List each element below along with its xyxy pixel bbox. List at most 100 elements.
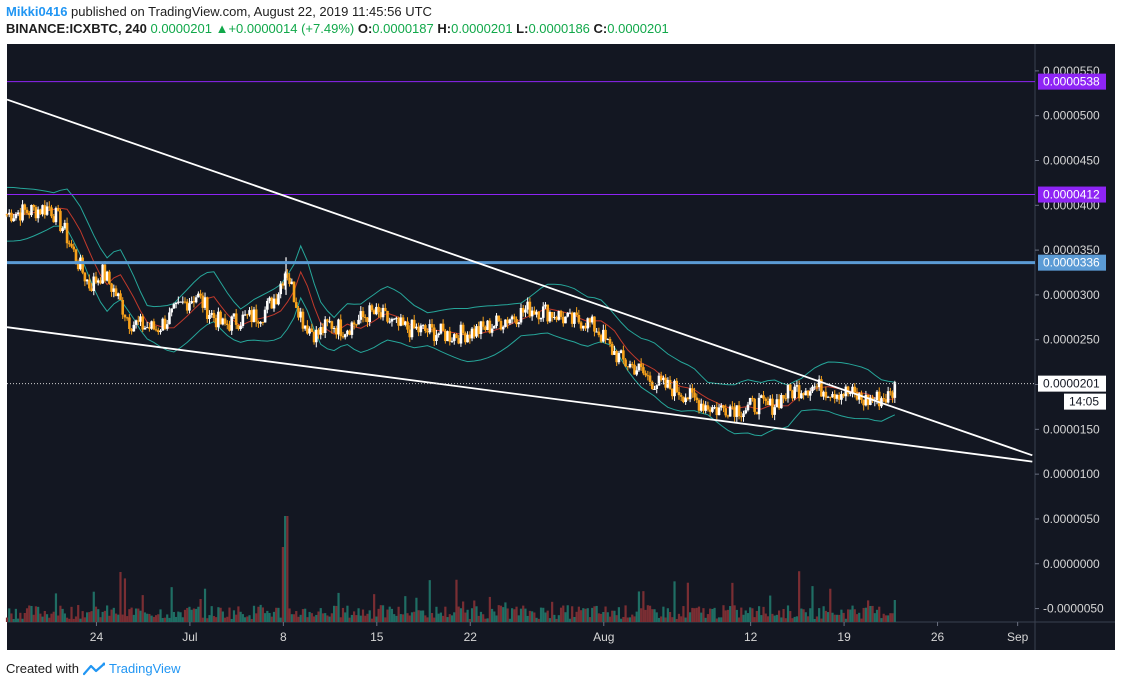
candle-body	[555, 316, 558, 320]
volume-bar	[515, 606, 518, 622]
volume-bar	[344, 612, 347, 622]
candle-body	[208, 315, 211, 319]
candle-body	[475, 326, 478, 337]
candle-body	[893, 382, 897, 398]
candle-body	[61, 228, 64, 232]
candle-body	[36, 209, 40, 219]
volume-bar	[482, 614, 485, 622]
candle-body	[266, 300, 269, 310]
candle-body	[561, 316, 565, 324]
volume-bar	[435, 606, 438, 622]
candle-body	[435, 335, 438, 342]
candle-body	[246, 314, 249, 316]
level-price-tag	[1038, 254, 1106, 271]
candle-body	[210, 312, 214, 316]
candle-body	[457, 338, 460, 344]
volume-bar	[626, 617, 629, 622]
price-chart[interactable]: 0.00005500.00005000.00004500.00004000.00…	[0, 40, 1122, 653]
candle-body	[492, 326, 496, 329]
candle-body	[121, 299, 125, 315]
candle-body	[582, 325, 585, 329]
volume-bar	[571, 606, 574, 622]
volume-bar	[564, 612, 567, 622]
candle-body	[21, 204, 24, 221]
volume-bar	[508, 618, 511, 622]
candle-body	[25, 209, 29, 213]
volume-bar	[497, 605, 500, 622]
volume-bar	[279, 617, 282, 622]
candle-body	[357, 319, 360, 325]
author-link[interactable]: Mikki0416	[6, 4, 68, 19]
volume-bar	[484, 618, 487, 622]
candle-body	[735, 405, 739, 417]
volume-bar	[655, 612, 658, 622]
candle-body	[846, 386, 850, 394]
candle-body	[348, 330, 351, 335]
volume-bar	[54, 593, 58, 622]
volume-bar	[166, 614, 169, 622]
level-price-tag	[1038, 73, 1106, 90]
candle-body	[190, 301, 193, 304]
volume-bar	[330, 613, 333, 622]
volume-bar	[406, 613, 409, 622]
volume-bar	[704, 617, 707, 622]
volume-bar	[519, 608, 523, 622]
volume-bar	[232, 610, 236, 622]
candle-body	[283, 273, 287, 286]
tradingview-brand-link[interactable]: TradingView	[108, 661, 181, 676]
volume-bar	[588, 617, 592, 622]
volume-bar	[613, 610, 616, 622]
volume-bar	[223, 617, 227, 622]
candle-body	[557, 311, 561, 320]
volume-bar	[397, 606, 400, 622]
candle-body	[139, 316, 142, 322]
volume-bar	[611, 610, 614, 622]
volume-bar	[466, 609, 469, 622]
volume-bar	[855, 614, 859, 622]
volume-bar	[268, 612, 271, 622]
candle-body	[56, 208, 60, 211]
candle-body	[154, 329, 158, 331]
candle-body	[426, 330, 429, 333]
candle-body	[822, 391, 825, 397]
candle-body	[862, 399, 865, 406]
up-arrow-icon: ▲	[215, 21, 229, 36]
volume-bar	[264, 613, 267, 622]
candle-body	[739, 416, 743, 418]
candle-body	[281, 283, 285, 286]
volume-bar	[339, 617, 342, 622]
volume-bar	[350, 614, 353, 622]
candle-body	[254, 309, 258, 322]
volume-bar	[48, 617, 51, 622]
candle-body	[424, 325, 427, 331]
volume-bar	[195, 608, 198, 622]
trendline	[6, 98, 1033, 457]
candle-body	[695, 397, 699, 401]
candle-body	[608, 339, 612, 344]
volume-bar	[377, 608, 380, 622]
candle-body	[165, 324, 169, 329]
candle-body	[110, 283, 113, 292]
candle-body	[726, 415, 730, 417]
candle-body	[234, 313, 238, 325]
volume-bar	[735, 609, 738, 622]
candle-body	[368, 305, 371, 323]
candle-body	[595, 331, 598, 333]
volume-bar	[829, 588, 832, 622]
candle-body	[466, 334, 469, 343]
candle-body	[201, 295, 205, 308]
volume-bar	[250, 618, 253, 622]
volume-bar	[228, 607, 231, 622]
candle-body	[644, 373, 647, 376]
volume-bar	[453, 612, 456, 622]
candle-body	[377, 306, 380, 313]
candle-body	[328, 321, 331, 323]
candle-series	[5, 200, 897, 423]
volume-bar	[319, 608, 322, 622]
candle-body	[800, 393, 803, 399]
volume-bar	[720, 617, 723, 622]
volume-bar	[384, 617, 387, 622]
volume-bar	[255, 613, 258, 622]
candle-body	[613, 351, 616, 355]
volume-bar	[775, 614, 778, 622]
